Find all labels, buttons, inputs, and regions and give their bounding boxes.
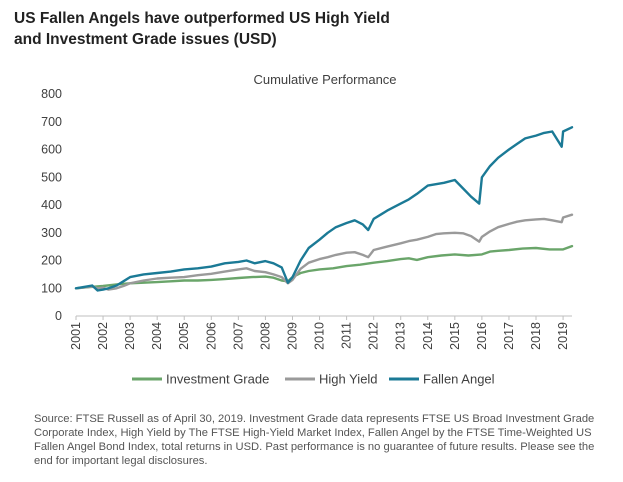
cumulative-performance-chart: Cumulative Performance 0 100 200 300 400 500 6… (41, 72, 574, 387)
x-tick-label: 2008 (258, 322, 272, 350)
legend-label-investment-grade: Investment Grade (166, 372, 269, 387)
x-tick-label: 2012 (367, 322, 381, 350)
source-note: Source: FTSE Russell as of April 30, 201… (34, 413, 595, 467)
x-axis: 2001 2002 2003 2004 2005 2006 2007 2008 2009 2010… (69, 315, 572, 350)
y-tick-label: 0 (55, 309, 62, 323)
series-line-high-yield (74, 213, 574, 291)
y-tick-label: 800 (41, 87, 62, 101)
x-tick-label: 2015 (448, 322, 462, 350)
chart-title: Cumulative Performance (253, 72, 396, 87)
y-tick-label: 500 (41, 170, 62, 184)
x-tick-label: 2009 (285, 322, 299, 350)
x-tick-label: 2006 (204, 322, 218, 350)
x-tick-label: 2003 (123, 322, 137, 350)
x-tick-label: 2004 (150, 322, 164, 350)
x-tick-label: 2013 (394, 322, 408, 350)
headline-line-2: and Investment Grade issues (USD) (14, 31, 277, 48)
x-tick-label: 2005 (177, 322, 191, 350)
legend: Investment Grade High Yield Fallen Angel (132, 372, 495, 387)
x-tick-label: 2018 (529, 322, 543, 350)
chart-headline: US Fallen Angels have outperformed US Hi… (14, 8, 614, 50)
series-line-investment-grade (74, 244, 574, 290)
y-tick-label: 600 (41, 143, 62, 157)
x-tick-label: 2007 (231, 322, 245, 350)
y-tick-label: 100 (41, 281, 62, 295)
legend-label-fallen-angel: Fallen Angel (423, 372, 495, 387)
series-line-fallen-angel (74, 126, 574, 292)
y-tick-label: 300 (41, 226, 62, 240)
x-tick-label: 2002 (96, 322, 110, 350)
y-tick-label: 700 (41, 115, 62, 129)
headline-line-1: US Fallen Angels have outperformed US Hi… (14, 10, 390, 27)
y-tick-label: 400 (41, 198, 62, 212)
y-axis: 0 100 200 300 400 500 600 700 800 (41, 87, 62, 323)
series-lines (74, 126, 574, 292)
x-tick-label: 2011 (340, 322, 354, 349)
y-tick-label: 200 (41, 254, 62, 268)
legend-label-high-yield: High Yield (319, 372, 378, 387)
x-tick-label: 2017 (502, 322, 516, 350)
x-tick-label: 2010 (313, 322, 327, 350)
x-tick-label: 2014 (421, 322, 435, 350)
x-tick-label: 2001 (69, 322, 83, 350)
x-tick-label: 2019 (556, 322, 570, 350)
x-tick-label: 2016 (475, 322, 489, 350)
